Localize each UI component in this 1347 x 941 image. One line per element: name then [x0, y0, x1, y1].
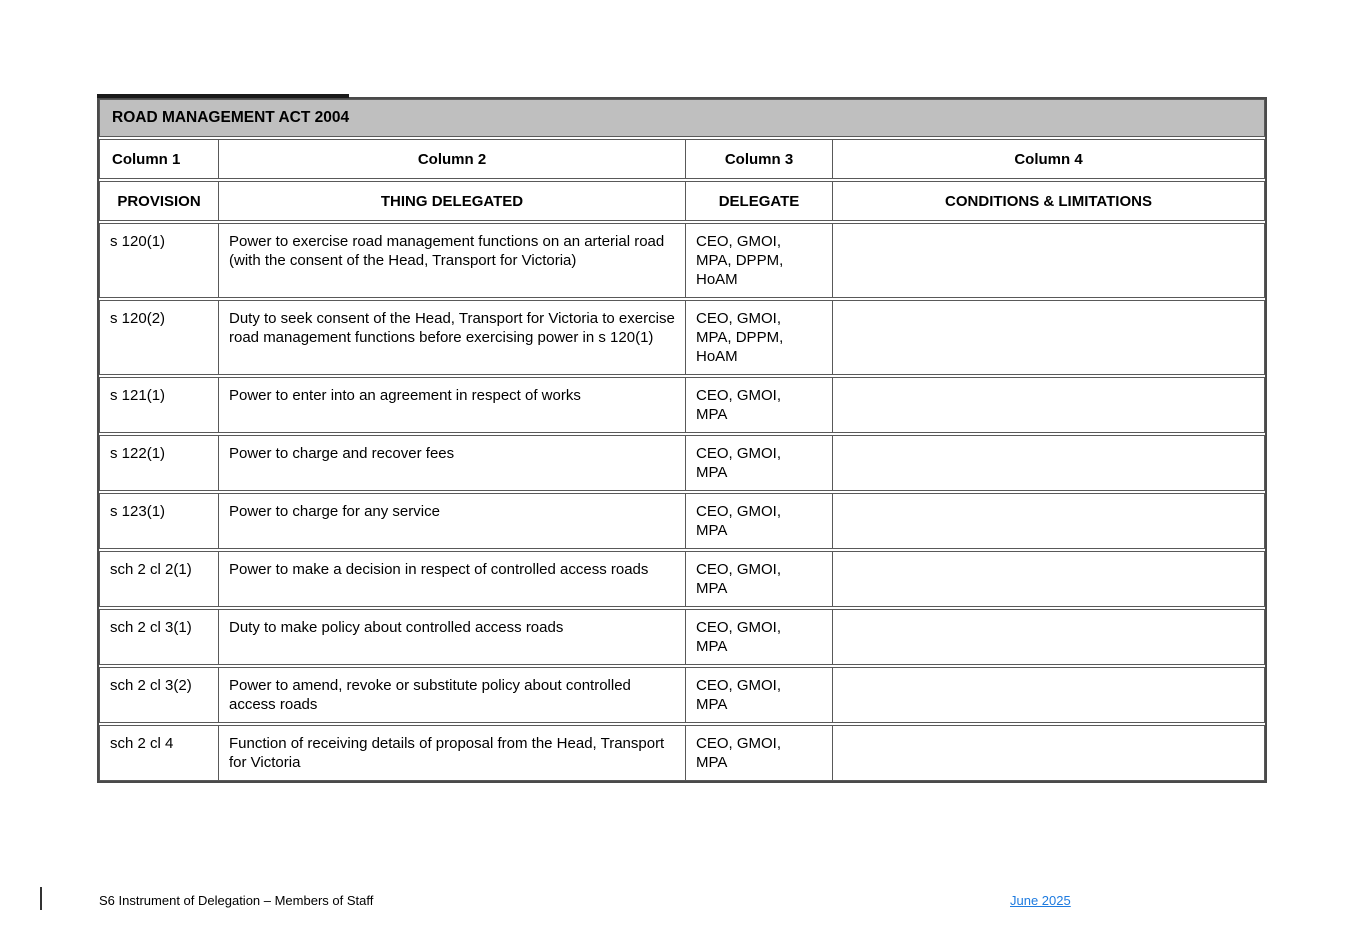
- table-row: s 121(1) Power to enter into an agreemen…: [99, 377, 1265, 433]
- table-row: sch 2 cl 4 Function of receiving details…: [99, 725, 1265, 781]
- provision-cell: sch 2 cl 3(1): [110, 619, 192, 636]
- delegate-cell: CEO, GMOI, MPA: [685, 378, 832, 432]
- column-label-3: Column 3: [685, 140, 832, 178]
- table-row: s 123(1) Power to charge for any service…: [99, 493, 1265, 549]
- header-thing-delegated: THING DELEGATED: [218, 182, 685, 220]
- provision-cell: s 120(2): [110, 310, 166, 327]
- header-provision: PROVISION: [117, 192, 201, 210]
- header-conditions: CONDITIONS & LIMITATIONS: [832, 182, 1264, 220]
- footer-date-link[interactable]: June 2025: [1010, 893, 1071, 908]
- conditions-cell: [832, 436, 1264, 490]
- thing-delegated-cell: Power to make a decision in respect of c…: [218, 552, 685, 606]
- table-row: s 120(1) Power to exercise road manageme…: [99, 223, 1265, 298]
- thing-delegated-cell: Function of receiving details of proposa…: [218, 726, 685, 780]
- column-labels-row: Column 1 Column 2 Column 3 Column 4: [99, 139, 1265, 179]
- provision-cell: sch 2 cl 2(1): [110, 561, 192, 578]
- thing-delegated-cell: Duty to seek consent of the Head, Transp…: [218, 301, 685, 374]
- delegate-cell: CEO, GMOI, MPA: [685, 552, 832, 606]
- provision-cell: sch 2 cl 3(2): [110, 677, 192, 694]
- conditions-cell: [832, 224, 1264, 297]
- delegate-cell: CEO, GMOI, MPA, DPPM, HoAM: [685, 224, 832, 297]
- thing-delegated-cell: Power to enter into an agreement in resp…: [218, 378, 685, 432]
- table-row: sch 2 cl 3(1) Duty to make policy about …: [99, 609, 1265, 665]
- table-row: sch 2 cl 3(2) Power to amend, revoke or …: [99, 667, 1265, 723]
- table-row: sch 2 cl 2(1) Power to make a decision i…: [99, 551, 1265, 607]
- column-label-2: Column 2: [218, 140, 685, 178]
- header-delegate: DELEGATE: [685, 182, 832, 220]
- provision-cell: s 123(1): [110, 503, 166, 520]
- column-label-4: Column 4: [832, 140, 1264, 178]
- delegate-cell: CEO, GMOI, MPA: [685, 610, 832, 664]
- provision-cell: s 121(1): [110, 387, 166, 404]
- delegate-cell: CEO, GMOI, MPA, DPPM, HoAM: [685, 301, 832, 374]
- conditions-cell: [832, 610, 1264, 664]
- thing-delegated-cell: Power to exercise road management functi…: [218, 224, 685, 297]
- table-title: ROAD MANAGEMENT ACT 2004: [112, 109, 350, 126]
- delegation-table: ROAD MANAGEMENT ACT 2004 Column 1 Column…: [97, 97, 1267, 783]
- thing-delegated-cell: Power to amend, revoke or substitute pol…: [218, 668, 685, 722]
- header-row: PROVISION THING DELEGATED DELEGATE CONDI…: [99, 181, 1265, 221]
- table-row: s 120(2) Duty to seek consent of the Hea…: [99, 300, 1265, 375]
- conditions-cell: [832, 726, 1264, 780]
- table-top-accent-bar: [97, 94, 349, 98]
- provision-cell: s 122(1): [110, 445, 166, 462]
- table-row: s 122(1) Power to charge and recover fee…: [99, 435, 1265, 491]
- thing-delegated-cell: Power to charge for any service: [218, 494, 685, 548]
- revision-mark: [40, 887, 42, 910]
- delegate-cell: CEO, GMOI, MPA: [685, 668, 832, 722]
- conditions-cell: [832, 494, 1264, 548]
- conditions-cell: [832, 668, 1264, 722]
- table-body: s 120(1) Power to exercise road manageme…: [99, 223, 1265, 781]
- delegate-cell: CEO, GMOI, MPA: [685, 494, 832, 548]
- provision-cell: sch 2 cl 4: [110, 735, 174, 752]
- footer-doc-title: S6 Instrument of Delegation – Members of…: [99, 893, 374, 908]
- delegate-cell: CEO, GMOI, MPA: [685, 436, 832, 490]
- table-title-bar: ROAD MANAGEMENT ACT 2004: [99, 99, 1265, 137]
- thing-delegated-cell: Duty to make policy about controlled acc…: [218, 610, 685, 664]
- column-label-1: Column 1: [112, 150, 181, 168]
- conditions-cell: [832, 552, 1264, 606]
- conditions-cell: [832, 378, 1264, 432]
- provision-cell: s 120(1): [110, 233, 166, 250]
- delegate-cell: CEO, GMOI, MPA: [685, 726, 832, 780]
- thing-delegated-cell: Power to charge and recover fees: [218, 436, 685, 490]
- conditions-cell: [832, 301, 1264, 374]
